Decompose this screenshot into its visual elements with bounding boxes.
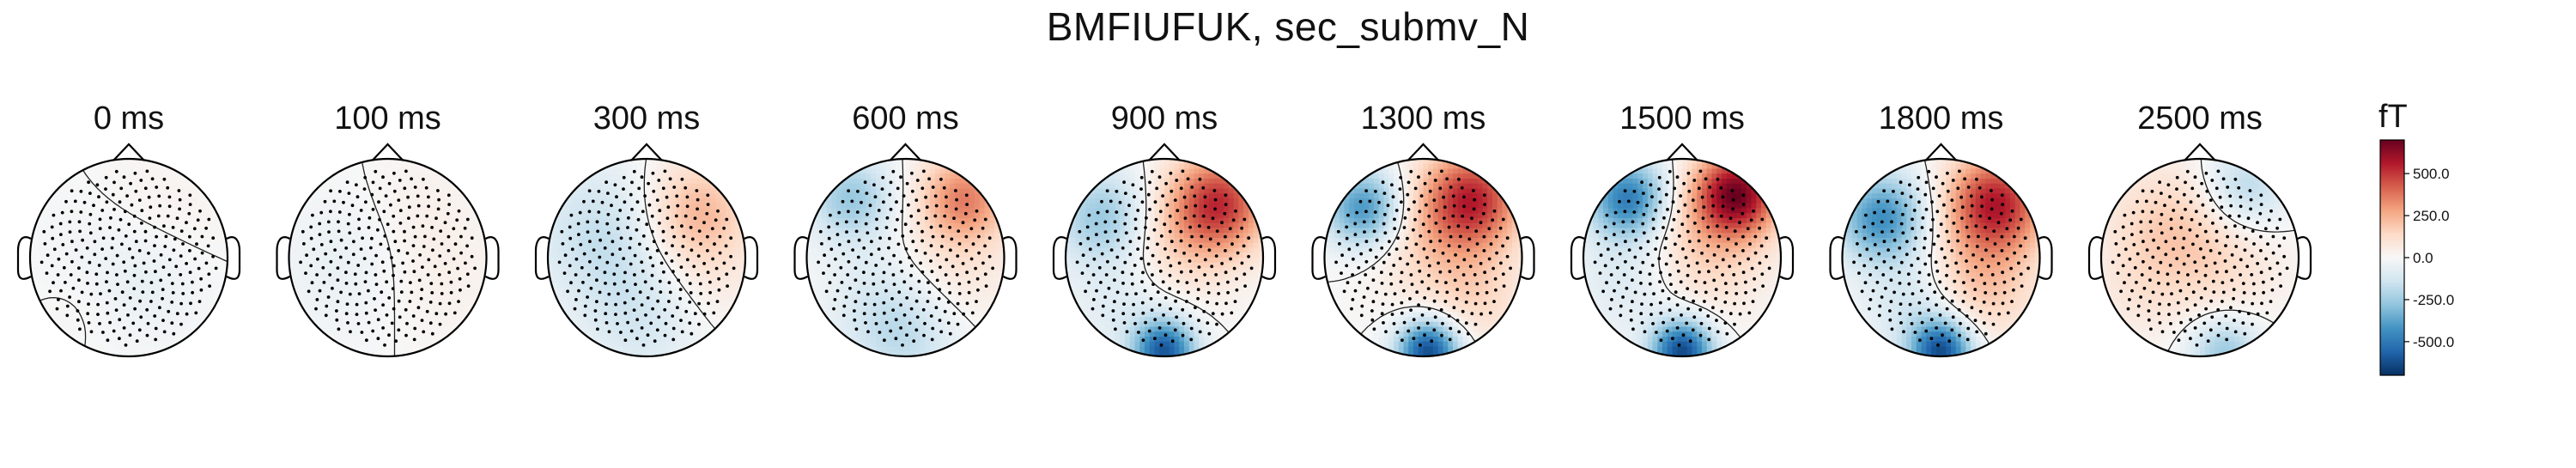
right-ear-outline xyxy=(1522,237,1534,279)
topomap-panel: 2500 ms xyxy=(2089,100,2311,357)
right-ear-outline xyxy=(1004,237,1017,279)
left-ear-outline xyxy=(1313,237,1326,279)
panel-label: 1500 ms xyxy=(1619,100,1745,137)
topomap-panel: 0 ms xyxy=(18,100,240,357)
colorbar-tick-label: -250.0 xyxy=(2413,292,2454,308)
right-ear-outline xyxy=(227,237,240,279)
colorbar-gradient xyxy=(2380,140,2404,375)
colorbar: fT 500.0 250.0 0.0 -250.0 -500.0 xyxy=(2379,99,2454,375)
left-ear-outline xyxy=(1571,237,1584,279)
left-ear-outline xyxy=(277,237,290,279)
topomap-panel: 600 ms xyxy=(795,100,1017,357)
topomap-panel: 1500 ms xyxy=(1571,100,1793,357)
left-ear-outline xyxy=(18,237,31,279)
left-ear-outline xyxy=(1054,237,1066,279)
left-ear-outline xyxy=(1831,237,1844,279)
topomap-panel: 1800 ms xyxy=(1831,100,2052,357)
right-ear-outline xyxy=(744,237,757,279)
panel-label: 0 ms xyxy=(94,100,164,137)
colorbar-tick-label: -500.0 xyxy=(2413,334,2454,350)
topomap-panel: 100 ms xyxy=(277,100,499,357)
right-ear-outline xyxy=(486,237,499,279)
colorbar-tick-label: 500.0 xyxy=(2413,166,2450,182)
right-ear-outline xyxy=(2039,237,2052,279)
right-ear-outline xyxy=(2298,237,2311,279)
colorbar-tick-label: 0.0 xyxy=(2413,250,2433,266)
topomap-panels: 0 ms 100 ms 300 ms 600 ms 900 ms 1300 ms 1500 … xyxy=(18,100,2311,357)
panel-label: 2500 ms xyxy=(2137,100,2263,137)
panel-label: 600 ms xyxy=(852,100,959,137)
colorbar-label: fT xyxy=(2379,99,2408,135)
right-ear-outline xyxy=(1262,237,1275,279)
right-ear-outline xyxy=(1780,237,1793,279)
left-ear-outline xyxy=(795,237,808,279)
topomap-panel: 300 ms xyxy=(536,100,757,357)
panel-label: 900 ms xyxy=(1111,100,1218,137)
panel-label: 300 ms xyxy=(593,100,701,137)
left-ear-outline xyxy=(536,237,549,279)
left-ear-outline xyxy=(2089,237,2102,279)
topomap-panel: 1300 ms xyxy=(1313,100,1534,357)
panel-label: 100 ms xyxy=(334,100,441,137)
topomap-panel: 900 ms xyxy=(1054,100,1275,357)
colorbar-tick-label: 250.0 xyxy=(2413,208,2450,224)
panel-label: 1800 ms xyxy=(1879,100,2004,137)
panel-label: 1300 ms xyxy=(1361,100,1486,137)
